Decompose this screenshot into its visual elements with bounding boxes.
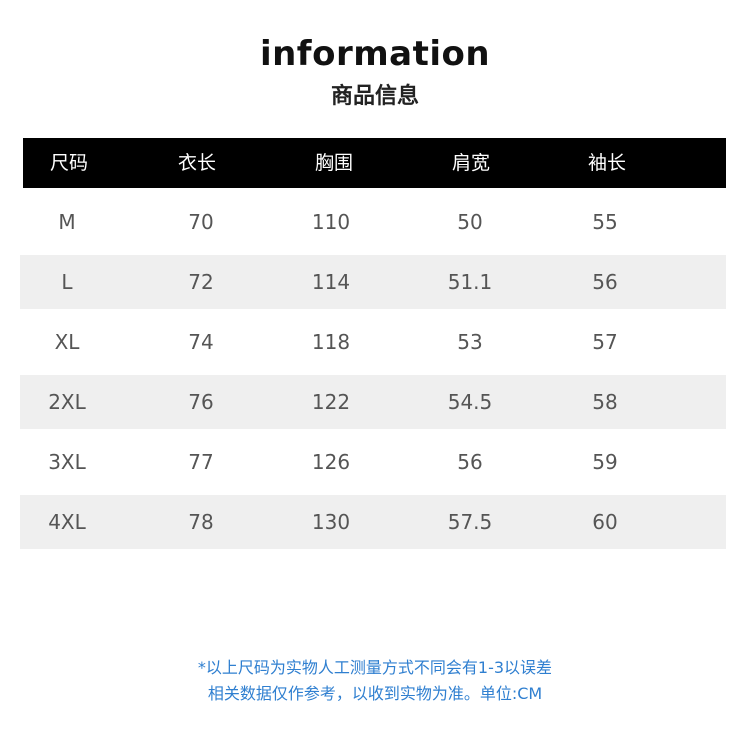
table-cell: 77 <box>188 450 214 474</box>
table-cell: 55 <box>592 210 618 234</box>
table-cell: 60 <box>592 510 618 534</box>
table-cell: 110 <box>311 210 351 234</box>
table-cell: 114 <box>311 270 351 294</box>
table-cell: 53 <box>457 330 483 354</box>
table-cell: 78 <box>188 510 214 534</box>
table-row: 3XL 77 126 56 59 <box>20 435 726 489</box>
table-cell: 54.5 <box>447 390 493 414</box>
table-cell: 51.1 <box>447 270 493 294</box>
header-shoulder: 肩宽 <box>452 152 491 174</box>
table-cell: 130 <box>311 510 351 534</box>
table-cell: 76 <box>188 390 214 414</box>
table-cell: 122 <box>311 390 351 414</box>
table-cell: M <box>58 210 76 234</box>
table-cell: 70 <box>188 210 214 234</box>
table-cell: 4XL <box>48 510 86 534</box>
page-title: information <box>259 34 491 74</box>
table-cell: 2XL <box>48 390 86 414</box>
table-cell: 72 <box>188 270 214 294</box>
table-row: L 72 114 51.1 56 <box>20 255 726 309</box>
header-chest: 胸围 <box>315 152 354 174</box>
table-cell: 56 <box>457 450 483 474</box>
page-subtitle: 商品信息 <box>330 84 419 109</box>
table-row: 4XL 78 130 57.5 60 <box>20 495 726 549</box>
table-cell: 59 <box>592 450 618 474</box>
table-row: 2XL 76 122 54.5 58 <box>20 375 726 429</box>
table-cell: 50 <box>457 210 483 234</box>
table-cell: 57.5 <box>447 510 493 534</box>
note-line-2: 相关数据仅作参考，以收到实物为准。单位:CM <box>207 684 543 703</box>
table-cell: 3XL <box>48 450 86 474</box>
note-line-1: *以上尺码为实物人工测量方式不同会有1-3以误差 <box>197 658 553 677</box>
header-length: 衣长 <box>178 152 217 174</box>
table-cell: 118 <box>311 330 351 354</box>
table-cell: 58 <box>592 390 618 414</box>
table-cell: 57 <box>592 330 618 354</box>
header-size: 尺码 <box>50 152 89 174</box>
table-cell: 74 <box>188 330 214 354</box>
table-row: M 70 110 50 55 <box>20 195 726 249</box>
table-row: XL 74 118 53 57 <box>20 315 726 369</box>
table-header: 尺码 衣长 胸围 肩宽 袖长 <box>23 138 726 188</box>
table-cell: XL <box>54 330 80 354</box>
table-cell: 126 <box>311 450 351 474</box>
table-cell: L <box>61 270 73 294</box>
table-cell: 56 <box>592 270 618 294</box>
header-sleeve: 袖长 <box>588 152 627 174</box>
